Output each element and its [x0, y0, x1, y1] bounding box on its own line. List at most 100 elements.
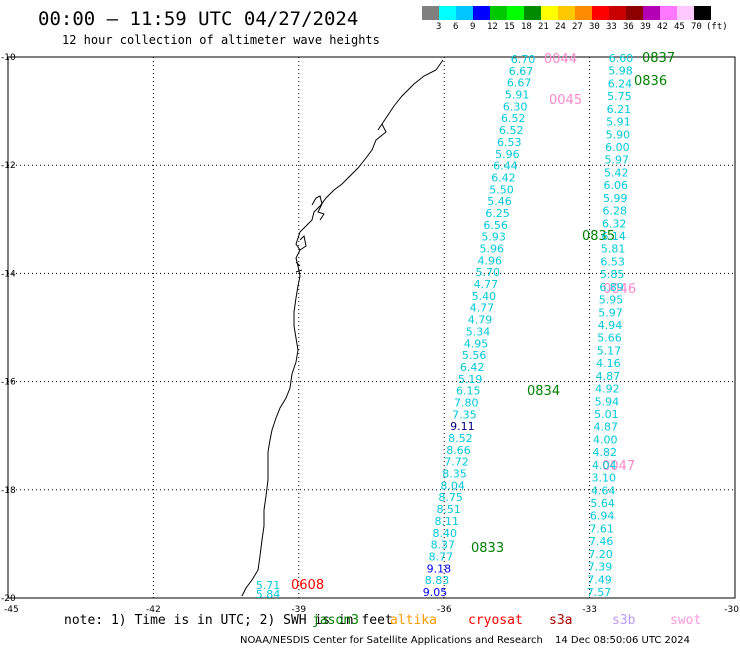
wave-height-label: 5.91 — [606, 116, 631, 129]
colorbar-label: 21 — [538, 22, 549, 32]
satellite-legend-item: jason3 — [312, 613, 359, 628]
colorbar-label: 36 — [623, 22, 634, 32]
altimeter-track-c: 5.715.84 — [256, 579, 281, 601]
footer-credit: NOAA/NESDIS Center for Satellite Applica… — [240, 635, 543, 646]
wave-height-label: 7.49 — [587, 573, 612, 586]
colorbar-label: 45 — [674, 22, 685, 32]
wave-height-label: 4.96 — [478, 254, 503, 267]
page-title: 00:00 – 11:59 UTC 04/27/2024 — [38, 8, 359, 30]
wave-height-label: 9.05 — [423, 586, 448, 599]
wave-height-label: 5.96 — [479, 243, 504, 256]
wave-height-label: 5.70 — [476, 266, 501, 279]
x-tick-label: -42 — [146, 605, 161, 615]
altimeter-track-b: 6.605.986.245.756.215.915.906.005.975.42… — [587, 52, 634, 599]
wave-height-label: 4.92 — [595, 383, 620, 396]
y-tick-label: -20 — [1, 594, 16, 604]
wave-height-label: 5.42 — [604, 166, 629, 179]
wave-height-label: 8.66 — [446, 444, 471, 457]
wave-height-label: 6.14 — [601, 230, 626, 243]
wave-height-label: 5.84 — [256, 588, 281, 601]
colorbar-swatch — [524, 6, 541, 20]
wave-height-label: 6.70 — [511, 53, 536, 66]
colorbar-swatch — [422, 6, 439, 20]
colorbar-label: 24 — [555, 22, 566, 32]
coastline — [241, 59, 444, 597]
y-tick-label: -14 — [1, 269, 16, 279]
y-tick-label: -12 — [1, 161, 16, 171]
colorbar-label: 70 — [691, 22, 702, 32]
wave-height-label: 5.34 — [466, 325, 491, 338]
wave-height-label: 4.16 — [596, 357, 621, 370]
colorbar-label: 27 — [572, 22, 583, 32]
wave-height-label: 7.20 — [588, 548, 613, 561]
colorbar-label: 15 — [504, 22, 515, 32]
colorbar-label: 18 — [521, 22, 532, 32]
wave-height-label: 4.94 — [598, 319, 623, 332]
wave-height-label: 5.17 — [597, 344, 622, 357]
wave-height-label: 5.98 — [608, 65, 633, 78]
wave-height-label: 7.57 — [587, 586, 612, 599]
wave-height-label: 8.75 — [438, 491, 463, 504]
wave-height-label: 7.35 — [452, 408, 477, 421]
wave-height-label: 8.83 — [425, 574, 450, 587]
colorbar-swatch — [677, 6, 694, 20]
wave-height-label: 4.82 — [593, 446, 618, 459]
satellite-legend-item: altika — [390, 613, 437, 628]
colorbar-label: 12 — [487, 22, 498, 32]
wave-height-label: 6.67 — [509, 65, 534, 78]
wave-height-label: 4.64 — [591, 484, 616, 497]
wave-height-label: 4.87 — [594, 421, 619, 434]
wave-height-label: 7.46 — [589, 535, 614, 548]
wave-height-label: 4.79 — [468, 314, 493, 327]
colorbar-swatch — [626, 6, 643, 20]
altimeter-track-a: 6.706.676.675.916.306.526.526.535.966.44… — [423, 53, 536, 599]
page-subtitle: 12 hour collection of altimeter wave hei… — [62, 33, 380, 47]
x-tick-label: -36 — [437, 605, 452, 615]
colorbar-label: 30 — [589, 22, 600, 32]
axis-labels: -45 -42 -39 -36 -33 -30 -10 -12 -14 -16 -18 -20 — [1, 53, 739, 615]
wave-height-label: 6.06 — [604, 179, 629, 192]
wave-height-label: 6.25 — [485, 207, 510, 220]
x-tick-label: -45 — [4, 605, 19, 615]
colorbar-swatch — [592, 6, 609, 20]
wave-height-label: 6.15 — [456, 385, 481, 398]
wave-height-label: 4.87 — [596, 370, 621, 383]
colorbar-label: 9 — [470, 22, 476, 32]
wave-height-label: 6.42 — [460, 361, 485, 374]
wave-height-label: 8.40 — [433, 527, 458, 540]
colorbar-swatch — [507, 6, 524, 20]
wave-height-label: 9.11 — [450, 420, 475, 433]
pass-label: 0836 — [634, 74, 667, 89]
wave-height-label: 7.39 — [588, 561, 613, 574]
wave-height-label: 6.24 — [608, 77, 633, 90]
pass-label: 0835 — [582, 229, 615, 244]
colorbar-label: 6 — [453, 22, 459, 32]
pass-label: 0045 — [549, 93, 582, 108]
wave-height-label: 5.96 — [495, 148, 520, 161]
colorbar-swatch — [643, 6, 660, 20]
wave-height-label: 6.28 — [602, 205, 627, 218]
wave-height-label: 4.95 — [464, 337, 489, 350]
coastline-bay — [295, 195, 325, 273]
wave-height-label: 5.46 — [487, 195, 512, 208]
wave-height-label: 4.00 — [593, 433, 618, 446]
x-tick-label: -30 — [724, 605, 739, 615]
pass-label: 0837 — [642, 51, 675, 66]
wave-height-label: 8.04 — [440, 479, 465, 492]
wave-height-label: 6.53 — [497, 136, 522, 149]
wave-height-label: 7.80 — [454, 396, 479, 409]
colorbar-label: 42 — [657, 22, 668, 32]
satellite-legend-item: s3a — [549, 613, 573, 628]
wave-height-label: 5.97 — [598, 306, 623, 319]
wave-height-label: 5.19 — [458, 373, 483, 386]
wave-height-label: 6.42 — [491, 171, 516, 184]
y-tick-label: -16 — [1, 378, 16, 388]
wave-height-label: 4.77 — [470, 302, 495, 315]
wave-height-label: 8.52 — [448, 432, 473, 445]
colorbar-label: 33 — [606, 22, 617, 32]
colorbar-swatch — [541, 6, 558, 20]
colorbar-label: 3 — [436, 22, 442, 32]
colorbar-swatch — [473, 6, 490, 20]
wave-height-label: 8.51 — [436, 503, 461, 516]
wave-height-label: 5.56 — [462, 349, 487, 362]
